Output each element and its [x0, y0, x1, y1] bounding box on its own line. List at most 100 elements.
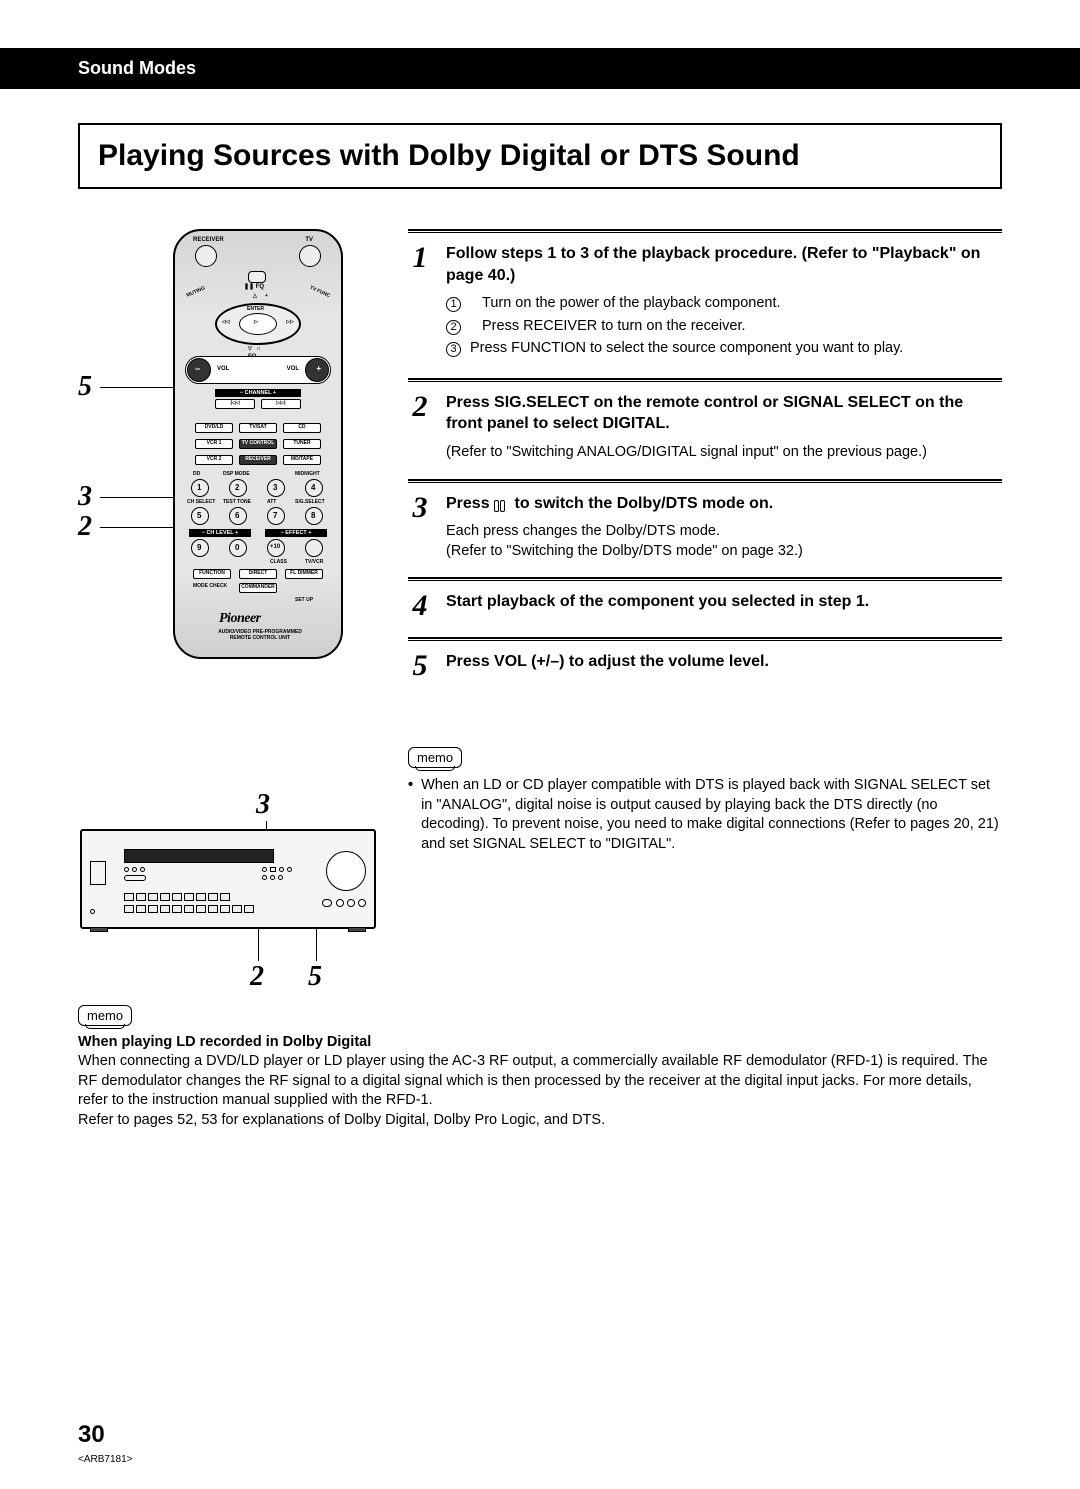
num-label: 7 [273, 511, 277, 520]
remote-label: RECEIVER [193, 237, 224, 243]
callout-5: 5 [78, 371, 92, 403]
remote-label: ❚❚ FQ [244, 283, 264, 290]
remote-footer: AUDIO/VIDEO PRE-PROGRAMMED REMOTE CONTRO… [205, 629, 315, 641]
sub-step: 3 Press FUNCTION to select the source co… [446, 339, 1002, 359]
remote-label: DSP MODE [223, 471, 250, 477]
sub-marker: 3 [446, 342, 461, 357]
pill-icon [124, 875, 146, 881]
src-btn: TV/SAT [239, 423, 277, 433]
memo-badge: memo [408, 747, 462, 768]
memo-body: When an LD or CD player compatible with … [421, 776, 1002, 854]
remote-label: CH SELECT [187, 499, 215, 505]
func-btn: FL DIMMER [285, 569, 323, 579]
src-btn: TUNER [283, 439, 321, 449]
receiver-power-icon [195, 245, 217, 267]
num-label: 2 [235, 483, 239, 492]
main-content: Playing Sources with Dolby Digital or DT… [0, 123, 1080, 999]
callout-line [100, 387, 178, 388]
section-title: Sound Modes [78, 58, 196, 78]
right-column: 1 Follow steps 1 to 3 of the playback pr… [408, 229, 1002, 999]
sub-text: Turn on the power of the playback compon… [482, 294, 781, 314]
step-5: 5 Press VOL (+/–) to adjust the volume l… [408, 637, 1002, 681]
remote-label: ATT [267, 499, 276, 505]
remote-label: VOL [217, 366, 229, 372]
section-header: Sound Modes [0, 48, 1080, 89]
power-icon [90, 861, 106, 885]
step-note: (Refer to "Switching ANALOG/DIGITAL sign… [446, 443, 1002, 463]
remote-label: CLASS [270, 559, 287, 565]
indicator-row [262, 875, 283, 880]
side-memo-area: memo • When an LD or CD player compatibl… [408, 747, 1002, 854]
src-btn: VCR 1 [195, 439, 233, 449]
indicator-row [262, 867, 292, 872]
effect-bar: − EFFECT + [265, 529, 327, 537]
step-heading: Follow steps 1 to 3 of the playback proc… [446, 243, 1002, 286]
button-row-icon [124, 905, 254, 913]
remote-label: MIDNIGHT [295, 471, 320, 477]
num-label: 5 [197, 511, 201, 520]
step-number: 2 [408, 392, 432, 463]
num-label: 6 [235, 511, 239, 520]
channel-bar: − CHANNEL + [215, 389, 301, 397]
prev-icon: ◁◁ [222, 319, 230, 325]
dolby-dts-icon [494, 497, 510, 509]
step-note: Each press changes the Dolby/DTS mode. (… [446, 522, 1002, 561]
callout-line [316, 929, 317, 961]
src-btn: MD/TAPE [283, 455, 321, 465]
step-heading: Press SIG.SELECT on the remote control o… [446, 392, 1002, 435]
src-btn: CD [283, 423, 321, 433]
step-1: 1 Follow steps 1 to 3 of the playback pr… [408, 229, 1002, 362]
bullet-icon: • [408, 776, 413, 854]
remote-label: MUTING [186, 285, 206, 299]
commander-btn: COMMANDER [239, 583, 277, 593]
remote-label: SIG.SELECT [295, 499, 325, 505]
num-label: 3 [273, 483, 277, 492]
small-button-icon [248, 271, 266, 283]
jack-icon [90, 909, 95, 914]
callout-2: 2 [78, 511, 92, 543]
num-label: 9 [197, 543, 201, 552]
enter-button-icon [239, 313, 277, 335]
sub-text: Press RECEIVER to turn on the receiver. [482, 317, 746, 337]
stop-icon: □ [257, 346, 260, 352]
disc-btn [305, 539, 323, 557]
func-btn: DIRECT [239, 569, 277, 579]
document-code: <ARB7181> [78, 1454, 133, 1465]
page-number: 30 [78, 1421, 105, 1449]
remote-label: − [195, 364, 200, 374]
callout-3: 3 [78, 481, 92, 513]
bottom-memo-heading: When playing LD recorded in Dolby Digita… [78, 1034, 1002, 1050]
sub-step: 1 Turn on the power of the playback comp… [446, 294, 1002, 314]
receiver-diagram: 3 [78, 799, 378, 999]
remote-body: RECEIVER TV MUTING ❚❚ FQ TV FUNC △ + [173, 229, 343, 659]
play-icon: ▷ [254, 319, 258, 325]
left-column: 5 3 2 RECEIVER TV MUTING [78, 229, 378, 999]
sub-marker: 2 [446, 320, 461, 335]
src-btn: DVD/LD [195, 423, 233, 433]
num-label: 8 [311, 511, 315, 520]
small-knobs [336, 899, 366, 907]
bottom-memo-area: memo When playing LD recorded in Dolby D… [0, 1005, 1080, 1130]
remote-label: SET UP [295, 597, 313, 603]
ch-level-bar: − CH LEVEL + [189, 529, 251, 537]
step-heading: Press VOL (+/–) to adjust the volume lev… [446, 651, 1002, 673]
remote-diagram: 5 3 2 RECEIVER TV MUTING [78, 229, 378, 679]
remote-label: DD [193, 471, 200, 477]
pill-icon [322, 899, 332, 907]
memo-badge: memo [78, 1005, 132, 1026]
pioneer-logo: Pioneer [219, 611, 261, 627]
remote-label: + [265, 293, 268, 299]
remote-label: TV [305, 237, 313, 243]
remote-label: △ [253, 293, 257, 299]
step-number: 3 [408, 493, 432, 562]
sub-text: Press FUNCTION to select the source comp… [470, 339, 903, 359]
callout-line [258, 929, 259, 961]
remote-label: + [316, 364, 321, 373]
remote-label: MODE CHECK [193, 583, 227, 589]
step-3: 3 Press to switch the Dolby/DTS mode on.… [408, 479, 1002, 562]
num-label: +10 [270, 544, 280, 550]
num-label: 4 [311, 483, 315, 492]
skip-fwd-icon: ▷▷| [261, 399, 301, 409]
callout-rcv-3: 3 [256, 789, 270, 821]
page-title: Playing Sources with Dolby Digital or DT… [98, 139, 982, 173]
